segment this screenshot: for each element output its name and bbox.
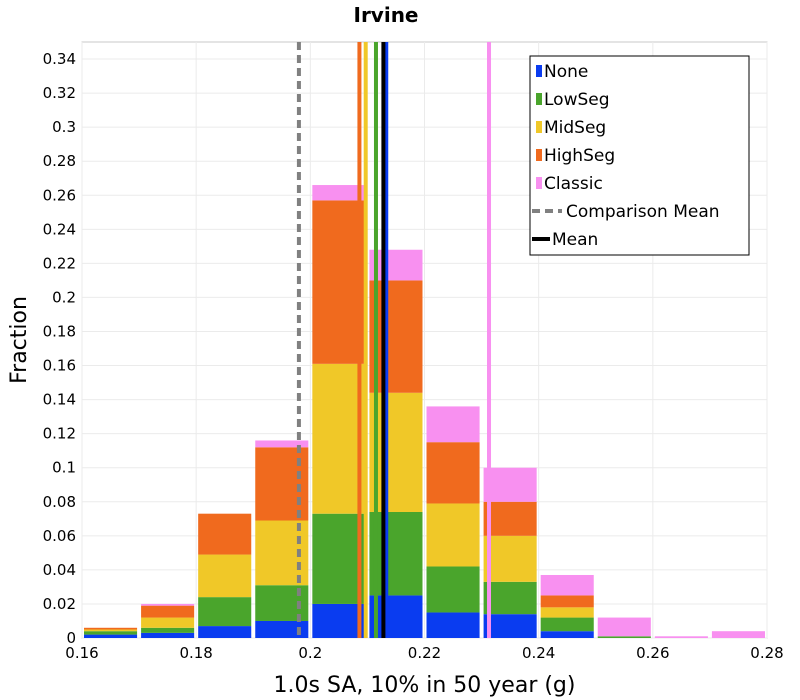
bar-segment-highseg xyxy=(426,442,480,504)
y-tick-label: 0.16 xyxy=(43,357,76,375)
y-tick-label: 0.06 xyxy=(43,527,76,545)
legend-label-midseg: MidSeg xyxy=(544,118,606,138)
bar-segment-none xyxy=(141,632,195,638)
y-tick-label: 0.08 xyxy=(43,493,76,511)
legend-swatch-classic xyxy=(536,177,542,189)
bar-segment-none xyxy=(540,631,594,638)
bar-segment-classic xyxy=(141,603,195,606)
chart-title: Irvine xyxy=(354,3,419,27)
bar-segment-highseg xyxy=(369,280,423,393)
bar-segment-midseg xyxy=(483,535,537,582)
x-axis-ticks: 0.16 0.18 0.2 0.22 0.24 0.26 0.28 xyxy=(65,644,783,662)
y-tick-label: 0.18 xyxy=(43,322,76,340)
bar-segment-none xyxy=(369,595,423,638)
bar-segment-lowseg xyxy=(84,631,138,635)
bar-segment-classic xyxy=(312,185,366,201)
y-axis-label: Fraction xyxy=(7,296,32,384)
bar-segment-lowseg xyxy=(483,581,537,615)
x-tick-label: 0.26 xyxy=(636,644,669,662)
x-tick-label: 0.28 xyxy=(750,644,783,662)
bar-segment-none xyxy=(312,603,366,638)
legend-swatch-midseg xyxy=(536,121,542,133)
legend-box xyxy=(529,55,750,256)
bar-segment-highseg xyxy=(540,595,594,608)
bar-segment-lowseg xyxy=(312,513,366,604)
bar-segment-midseg xyxy=(426,503,480,567)
bar-segment-none xyxy=(255,620,309,638)
bar-segment-lowseg xyxy=(369,511,423,596)
y-tick-label: 0.28 xyxy=(43,152,76,170)
bar-segment-classic xyxy=(540,574,594,596)
bar-segment-none xyxy=(84,634,138,638)
y-tick-label: 0.04 xyxy=(43,561,76,579)
legend-label-classic: Classic xyxy=(544,174,603,194)
y-tick-label: 0.1 xyxy=(52,459,76,477)
legend-label-highseg: HighSeg xyxy=(544,146,615,166)
legend-swatch-highseg xyxy=(536,149,542,161)
y-tick-label: 0.12 xyxy=(43,425,76,443)
legend-label-lowseg: LowSeg xyxy=(544,90,610,110)
y-tick-label: 0.24 xyxy=(43,220,76,238)
y-tick-label: 0.02 xyxy=(43,595,76,613)
y-tick-label: 0.2 xyxy=(52,288,76,306)
bar-segment-highseg xyxy=(141,605,195,618)
bar-segment-classic xyxy=(654,636,708,638)
bars xyxy=(84,185,765,638)
mean-lines xyxy=(296,42,492,638)
bar-segment-midseg xyxy=(198,554,252,598)
bar-segment-classic xyxy=(426,406,480,443)
bar-segment-highseg xyxy=(198,513,252,555)
x-axis-label: 1.0s SA, 10% in 50 year (g) xyxy=(274,673,576,698)
legend-swatch-lowseg xyxy=(536,93,542,105)
bar-segment-lowseg xyxy=(141,627,195,633)
bar-segment-classic xyxy=(255,440,309,448)
x-tick-label: 0.22 xyxy=(408,644,441,662)
bar-segment-midseg xyxy=(141,617,195,628)
bar-segment-lowseg xyxy=(597,636,651,638)
bar-segment-lowseg xyxy=(540,617,594,632)
y-axis-ticks: 0 0.02 0.04 0.06 0.08 0.1 0.12 0.14 0.16 0.18 0.2 0… xyxy=(43,50,76,647)
bar-segment-midseg xyxy=(84,629,138,632)
bar-segment-lowseg xyxy=(198,597,252,627)
bar-segment-none xyxy=(426,612,480,638)
bar-segment-midseg xyxy=(540,607,594,618)
bar-segment-classic xyxy=(369,249,423,281)
y-tick-label: 0.32 xyxy=(43,84,76,102)
y-tick-label: 0.14 xyxy=(43,391,76,409)
y-tick-label: 0.3 xyxy=(52,118,76,136)
y-tick-label: 0.22 xyxy=(43,254,76,272)
legend-label-mean: Mean xyxy=(552,230,598,250)
bar-segment-midseg xyxy=(369,392,423,512)
y-tick-label: 0 xyxy=(66,629,76,647)
x-tick-label: 0.18 xyxy=(179,644,212,662)
bar-segment-classic xyxy=(483,467,537,502)
bar-segment-classic xyxy=(711,631,765,638)
legend-swatch-none xyxy=(536,65,542,77)
y-tick-label: 0.34 xyxy=(43,50,76,68)
bar-segment-lowseg xyxy=(426,566,480,613)
x-tick-label: 0.24 xyxy=(522,644,555,662)
grid-lines xyxy=(81,42,768,639)
bar-segment-none xyxy=(198,626,252,638)
bar-segment-none xyxy=(483,614,537,638)
x-tick-label: 0.2 xyxy=(298,644,322,662)
bar-segment-midseg xyxy=(312,363,366,514)
legend: None LowSeg MidSeg HighSeg Classic Comparison… xyxy=(529,55,750,256)
bar-segment-highseg xyxy=(84,627,138,630)
bar-segment-highseg xyxy=(483,501,537,536)
legend-label-none: None xyxy=(544,62,588,82)
bar-segment-classic xyxy=(597,617,651,637)
bar-segment-highseg xyxy=(312,200,366,364)
legend-label-comparison-mean: Comparison Mean xyxy=(566,202,720,222)
x-tick-label: 0.16 xyxy=(65,644,98,662)
y-tick-label: 0.26 xyxy=(43,186,76,204)
